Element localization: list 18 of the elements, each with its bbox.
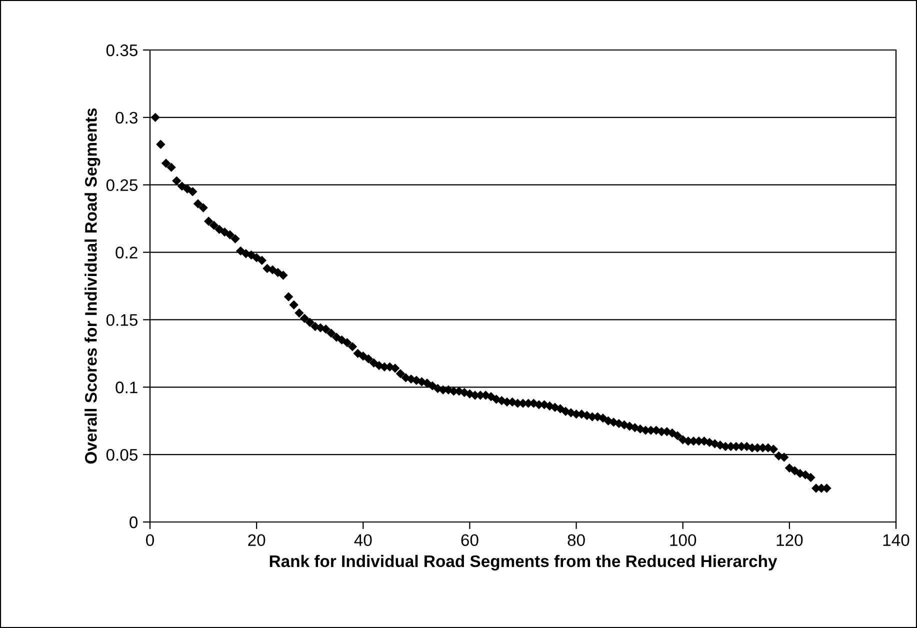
y-tick-label: 0.3: [116, 112, 138, 124]
x-tick-label: 120: [776, 534, 803, 546]
y-tick-label: 0.1: [116, 382, 138, 394]
x-tick-label: 140: [883, 534, 910, 546]
y-tick-label: 0.2: [116, 246, 138, 258]
y-tick-label: 0.25: [106, 179, 138, 192]
x-tick-label: 100: [670, 534, 696, 546]
x-tick-label: 60: [461, 534, 478, 546]
y-tick-label: 0.05: [106, 448, 138, 461]
x-axis-title: Rank for Individual Road Segments from the Reduced Hierarchy: [270, 554, 778, 571]
x-tick-label: 0: [146, 534, 154, 546]
y-axis-title: Overall Scores for Individual Road Segments: [84, 108, 100, 464]
y-tick-label: 0: [130, 516, 138, 528]
y-tick-label: 0.15: [106, 314, 138, 326]
x-tick-label: 80: [568, 534, 585, 546]
y-tick-label: 0.35: [106, 44, 138, 56]
x-tick-label: 20: [248, 534, 266, 546]
x-tick-label: 40: [354, 534, 372, 546]
